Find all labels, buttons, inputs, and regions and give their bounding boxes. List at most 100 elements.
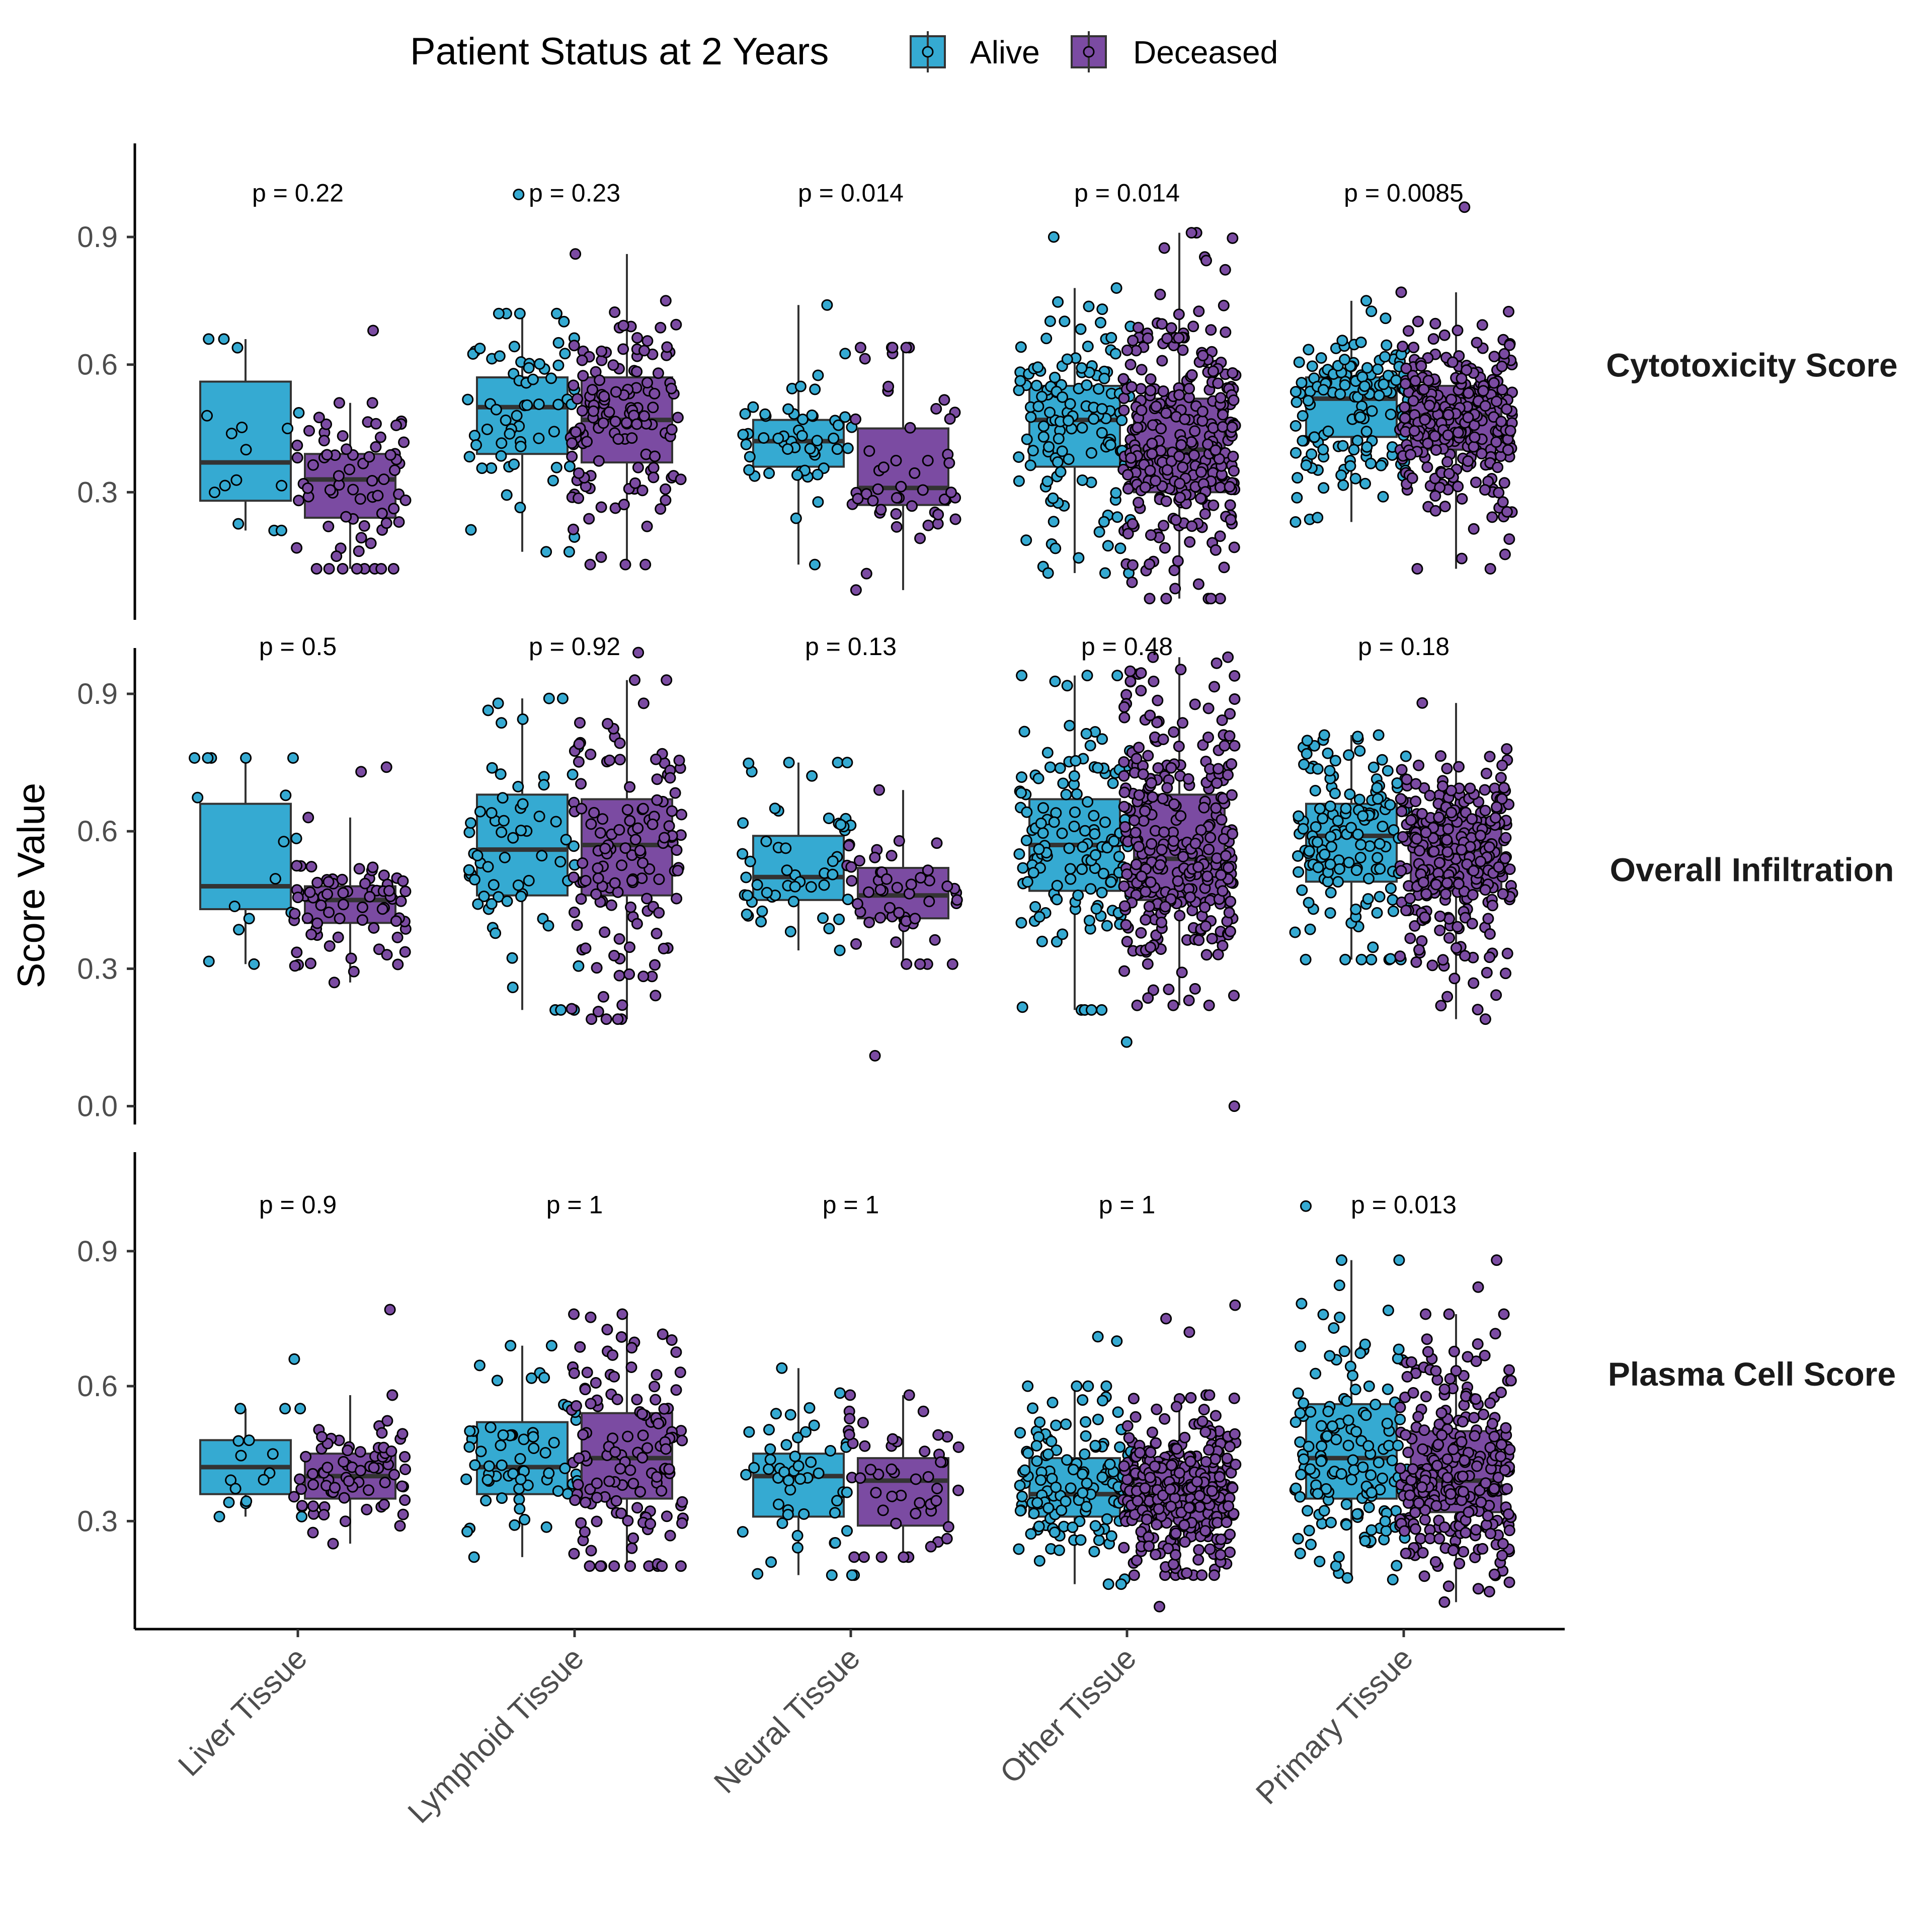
data-point: [645, 1518, 657, 1530]
data-point: [1193, 1544, 1205, 1556]
data-point: [1462, 455, 1474, 467]
data-point: [303, 425, 315, 437]
data-point: [1461, 858, 1473, 870]
data-point: [1125, 381, 1138, 393]
data-point: [1179, 1431, 1191, 1443]
data-point: [1372, 363, 1384, 375]
data-point: [573, 738, 585, 750]
data-point: [545, 1340, 557, 1352]
data-point: [1468, 523, 1480, 535]
data-point: [559, 1463, 571, 1474]
data-point: [279, 1403, 291, 1415]
data-point: [1118, 1542, 1130, 1554]
data-point: [1169, 583, 1181, 595]
data-point: [564, 460, 576, 472]
data-point: [1354, 852, 1366, 863]
data-point: [213, 1510, 225, 1522]
data-point: [931, 837, 943, 849]
data-point: [534, 358, 545, 370]
data-point: [328, 977, 340, 989]
data-point: [596, 345, 607, 357]
data-point: [1202, 438, 1214, 450]
data-point: [1152, 694, 1164, 706]
data-point: [1290, 447, 1302, 459]
data-point: [1215, 869, 1227, 881]
data-point: [1401, 1371, 1413, 1383]
data-point: [599, 843, 611, 854]
data-point: [1168, 798, 1180, 810]
data-point: [1192, 1554, 1204, 1566]
data-point: [570, 426, 582, 438]
data-point: [1111, 1335, 1123, 1347]
data-point: [1118, 900, 1131, 912]
data-point: [1441, 877, 1453, 889]
data-point: [1181, 1567, 1193, 1579]
data-point: [636, 1408, 648, 1420]
data-point: [1468, 1412, 1480, 1424]
data-point: [638, 410, 650, 422]
data-point: [364, 891, 376, 903]
data-point: [608, 1560, 620, 1572]
data-point: [935, 1456, 947, 1468]
data-point: [571, 919, 583, 931]
data-point: [1168, 565, 1180, 577]
data-point: [1348, 444, 1360, 456]
data-point: [660, 494, 672, 506]
data-point: [316, 1431, 328, 1443]
data-point: [742, 890, 754, 902]
data-point: [1228, 990, 1240, 1002]
data-point: [1365, 1524, 1378, 1536]
data-point: [1130, 827, 1142, 839]
data-point: [1430, 444, 1442, 456]
data-point: [1021, 433, 1033, 445]
data-point: [1165, 762, 1177, 774]
data-point: [1433, 812, 1445, 823]
data-point: [1350, 903, 1362, 915]
data-point: [647, 401, 659, 414]
data-point: [1121, 344, 1133, 356]
data-point: [809, 558, 821, 571]
data-point: [1294, 1491, 1306, 1503]
data-point: [1059, 315, 1071, 328]
data-point: [944, 413, 956, 425]
data-point: [1115, 1578, 1127, 1590]
data-point: [1132, 321, 1144, 334]
box-alive: [737, 299, 858, 571]
data-point: [1500, 832, 1512, 844]
data-point: [1088, 1546, 1100, 1558]
data-point: [624, 941, 635, 953]
data-point: [1060, 1495, 1072, 1507]
data-point: [1013, 848, 1025, 860]
data-point: [225, 1474, 237, 1486]
data-point: [342, 1444, 354, 1457]
data-point: [941, 1431, 953, 1443]
data-point: [1291, 492, 1303, 504]
data-point: [941, 880, 953, 892]
data-point: [1413, 1497, 1425, 1509]
data-point: [1021, 876, 1033, 888]
data-point: [649, 1381, 661, 1393]
data-point: [782, 443, 794, 455]
data-point: [872, 483, 884, 495]
data-point: [1312, 861, 1324, 873]
data-point: [340, 511, 352, 523]
data-point: [827, 868, 839, 880]
data-point: [1029, 901, 1041, 913]
data-point: [302, 482, 314, 494]
data-point: [394, 1520, 406, 1532]
data-point: [1065, 863, 1076, 875]
data-point: [1482, 1510, 1494, 1522]
data-point: [1340, 1519, 1352, 1531]
data-point: [492, 697, 504, 709]
data-point: [1326, 1420, 1338, 1432]
data-point: [1296, 1298, 1308, 1310]
data-point: [1484, 1441, 1496, 1454]
data-point: [1488, 1483, 1500, 1495]
data-point: [376, 508, 388, 519]
data-point: [829, 1537, 841, 1549]
data-point: [1151, 1518, 1163, 1531]
data-point: [1022, 1447, 1034, 1459]
data-point: [1110, 282, 1122, 294]
data-point: [595, 501, 607, 513]
data-point: [1230, 1459, 1242, 1471]
